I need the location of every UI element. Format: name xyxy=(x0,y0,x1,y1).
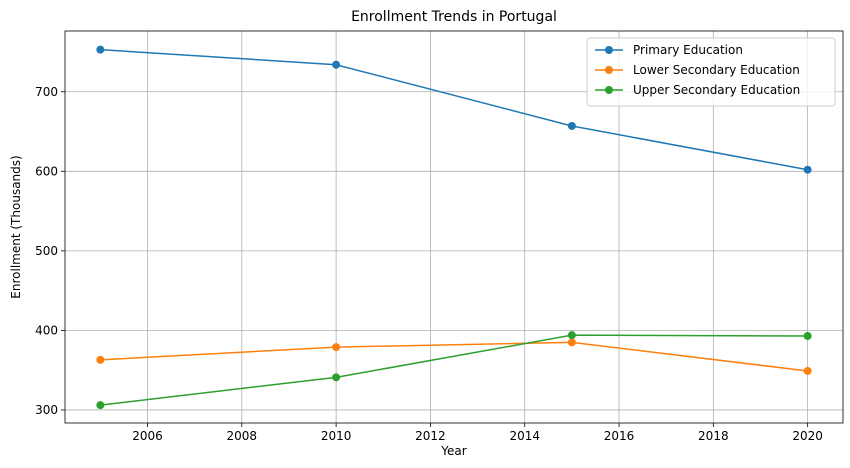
data-point xyxy=(803,331,812,340)
data-point xyxy=(332,343,341,352)
y-tick-label: 500 xyxy=(35,244,58,258)
plot-frame xyxy=(64,30,844,424)
data-point xyxy=(332,373,341,382)
y-axis-label: Enrollment (Thousands) xyxy=(9,155,23,298)
legend-label: Primary Education xyxy=(633,43,743,57)
y-tick-label: 700 xyxy=(35,85,58,99)
y-tick-label: 400 xyxy=(35,323,58,337)
data-point xyxy=(332,60,341,69)
series-line xyxy=(100,341,808,372)
legend: Primary Education Lower Secondary Educati… xyxy=(586,37,836,107)
series-line xyxy=(100,334,808,406)
legend-box xyxy=(586,37,836,107)
x-axis-ticks: 2006 2008 2010 2012 2014 2016 2018 2020 xyxy=(132,423,823,443)
legend-swatch-marker xyxy=(605,86,613,94)
legend-item-2: Lower Secondary Education xyxy=(595,63,800,77)
x-tick-label: 2010 xyxy=(321,429,352,443)
x-tick-label: 2018 xyxy=(698,429,729,443)
series-3 xyxy=(96,331,812,410)
y-tick-label: 300 xyxy=(35,403,58,417)
legend-label: Lower Secondary Education xyxy=(633,63,800,77)
legend-swatch-marker xyxy=(605,46,613,54)
data-point xyxy=(803,165,812,174)
series-1 xyxy=(96,45,812,174)
x-tick-label: 2008 xyxy=(227,429,258,443)
data-point xyxy=(96,355,105,364)
legend-item-1: Primary Education xyxy=(595,43,743,57)
legend-label: Upper Secondary Education xyxy=(633,83,800,97)
x-tick-label: 2012 xyxy=(415,429,446,443)
series-line xyxy=(100,48,808,171)
series-2 xyxy=(96,338,812,375)
data-point xyxy=(96,401,105,410)
data-point xyxy=(567,331,576,340)
x-tick-label: 2020 xyxy=(792,429,823,443)
series-group xyxy=(96,45,812,410)
data-point xyxy=(96,45,105,54)
legend-item-3: Upper Secondary Education xyxy=(595,83,800,97)
x-tick-label: 2016 xyxy=(604,429,635,443)
x-tick-label: 2006 xyxy=(132,429,163,443)
data-point xyxy=(567,121,576,130)
x-axis-label: Year xyxy=(440,444,466,458)
data-point xyxy=(567,338,576,347)
x-tick-label: 2014 xyxy=(509,429,540,443)
data-point xyxy=(803,366,812,375)
legend-swatch-marker xyxy=(605,66,613,74)
y-axis-ticks: 300 400 500 600 700 xyxy=(35,85,65,417)
y-tick-label: 600 xyxy=(35,164,58,178)
chart-title: Enrollment Trends in Portugal xyxy=(351,9,557,25)
